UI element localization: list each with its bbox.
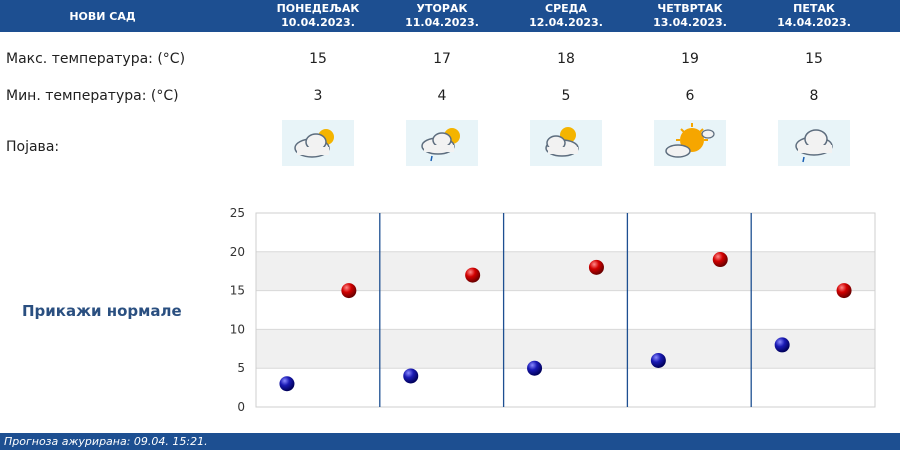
forecast-header: НОВИ САД ПОНЕДЕЉАК 10.04.2023. УТОРАК 11… [0, 0, 900, 32]
max-temp-point [836, 283, 852, 299]
day-date: 14.04.2023. [777, 16, 851, 29]
min-temp-value: 8 [809, 88, 819, 104]
day-header-tue: УТОРАК 11.04.2023. [380, 2, 504, 30]
day-name: УТОРАК [416, 2, 468, 15]
plot-frame [255, 212, 876, 408]
grid-band [256, 329, 875, 369]
y-tick-label: 10 [230, 322, 245, 336]
min-temp-value: 3 [313, 88, 323, 104]
max-temp-point [588, 259, 604, 275]
update-footer: Прогноза ажурирана: 09.04. 15:21. [0, 433, 900, 450]
day-header-mon: ПОНЕДЕЉАК 10.04.2023. [256, 2, 380, 30]
cloud-drizzle-icon [778, 120, 850, 166]
min-temp-value: 4 [437, 88, 447, 104]
partly-cloudy-icon [282, 120, 354, 166]
day-name: ПОНЕДЕЉАК [276, 2, 360, 15]
day-header-wed: СРЕДА 12.04.2023. [504, 2, 628, 30]
min-temp-point [650, 352, 666, 368]
max-temp-value: 17 [433, 51, 451, 67]
partly-cloudy-drizzle-icon [406, 120, 478, 166]
max-temp-label: Макс. температура: (°C) [6, 51, 186, 67]
min-temp-point [774, 337, 790, 353]
mostly-sunny-icon [654, 120, 726, 166]
min-temp-point [527, 360, 543, 376]
day-header-thu: ЧЕТВРТАК 13.04.2023. [628, 2, 752, 30]
max-temp-value: 15 [309, 51, 327, 67]
min-temp-value: 6 [685, 88, 695, 104]
day-date: 12.04.2023. [529, 16, 603, 29]
max-temp-point [712, 252, 728, 268]
phenomena-label: Појава: [6, 139, 60, 155]
min-temp-value: 5 [561, 88, 571, 104]
y-tick-label: 20 [230, 245, 245, 259]
y-tick-label: 0 [237, 400, 245, 414]
max-temp-value: 18 [557, 51, 575, 67]
day-header-fri: ПЕТАК 14.04.2023. [752, 2, 876, 30]
y-tick-label: 15 [230, 284, 245, 298]
max-temp-point [465, 267, 481, 283]
show-norms-link[interactable]: Прикажи нормале [22, 302, 182, 320]
forecast-updated-text: Прогноза ажурирана: 09.04. 15:21. [4, 435, 208, 448]
day-name: ЧЕТВРТАК [657, 2, 723, 15]
day-date: 11.04.2023. [405, 16, 479, 29]
grid-band [256, 251, 875, 291]
day-name: ПЕТАК [793, 2, 835, 15]
min-temp-label: Мин. температура: (°C) [6, 88, 179, 104]
day-name: СРЕДА [545, 2, 587, 15]
max-temp-value: 19 [681, 51, 699, 67]
min-temp-point [279, 376, 295, 392]
day-date: 13.04.2023. [653, 16, 727, 29]
city-name: НОВИ САД [69, 9, 136, 23]
day-date: 10.04.2023. [281, 16, 355, 29]
y-tick-label: 5 [237, 361, 245, 375]
partly-cloudy-icon [530, 120, 602, 166]
max-temp-point [341, 283, 357, 299]
min-temp-point [403, 368, 419, 384]
max-temp-value: 15 [805, 51, 823, 67]
y-tick-label: 25 [230, 206, 245, 220]
